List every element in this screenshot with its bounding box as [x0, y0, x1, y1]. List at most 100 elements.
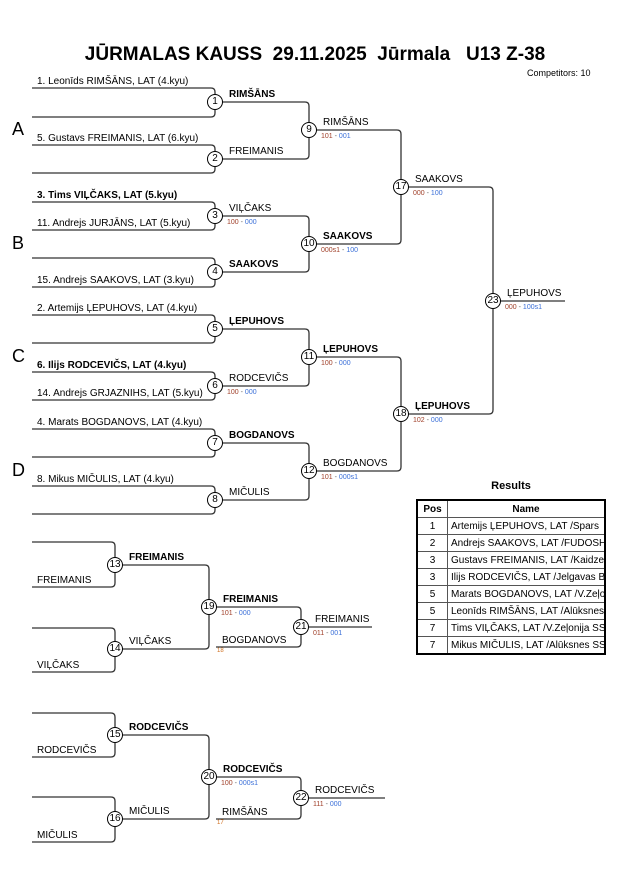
bracket-line-bottom [32, 337, 216, 344]
repechage-entry: RODCEVIČS [37, 745, 97, 756]
bracket-line-bottom [222, 479, 310, 501]
match-score: 102 - 000 [413, 417, 443, 425]
bracket-line-bottom [122, 785, 210, 820]
score-loser: 000s1 [338, 474, 358, 481]
bracket-line-bottom [32, 167, 216, 174]
match-number-circle: 15 [107, 727, 123, 743]
match-score: 000 - 100 [413, 190, 443, 198]
bracket-line-top [122, 564, 210, 599]
match-winner: ĻEPUHOVS [507, 288, 562, 299]
match-winner: BOGDANOVS [323, 458, 388, 469]
results-row: 2 Andrejs SAAKOVS, LAT /FUDOSHIN [416, 534, 606, 552]
score-winner: 011 [313, 630, 325, 637]
bracket-line-top [32, 144, 216, 151]
bracket-line-top [32, 371, 216, 378]
bracket-line-bottom [316, 422, 402, 472]
result-name: Mikus MIČULIS, LAT /Alūksnes SS [447, 636, 606, 655]
entry-name: 3. Tims VIĻČAKS, LAT (5.kyu) [37, 190, 178, 201]
score-loser: 100 [346, 247, 358, 254]
score-winner: 101 [321, 133, 333, 140]
bracket-line-top [32, 201, 216, 208]
bracket-line-bottom [222, 365, 310, 387]
entry-name: 1. Leonīds RIMŠĀNS, LAT (4.kyu) [37, 76, 189, 87]
score-loser: 000 [244, 219, 257, 226]
results-title: Results [491, 480, 531, 492]
score-loser: 000s1 [238, 780, 258, 787]
bracket-line-top [408, 186, 494, 293]
entry-name: 2. Artemijs ĻEPUHOVS, LAT (4.kyu) [37, 303, 198, 314]
bracket-line-top [32, 87, 216, 94]
score-loser: 000 [244, 389, 257, 396]
score-sep: - [516, 304, 523, 311]
match-number-circle: 17 [393, 179, 409, 195]
results-row: 7 Mikus MIČULIS, LAT /Alūksnes SS [416, 636, 606, 655]
result-pos: 3 [416, 568, 448, 586]
match-score: 000 - 100s1 [505, 304, 542, 312]
match-score: 101 - 001 [321, 133, 351, 141]
bracket-line-bottom [32, 394, 216, 401]
bracket-line-bottom [408, 309, 494, 415]
match-winner: FREIMANIS [229, 146, 284, 157]
score-winner: 100 [227, 389, 239, 396]
result-pos: 1 [416, 517, 448, 535]
match-number-circle: 10 [301, 236, 317, 252]
match-number-circle: 3 [207, 208, 223, 224]
match-number-circle: 21 [293, 619, 309, 635]
bracket-line-top [32, 712, 116, 727]
score-winner: 000 [505, 304, 517, 311]
bracket-line-top [222, 442, 310, 463]
match-score: 000s1 - 100 [321, 247, 358, 255]
bracket-line-bottom [32, 657, 116, 673]
bracket-line-top [316, 356, 402, 406]
bracket-line-top [222, 101, 310, 122]
bracket-line-top [32, 428, 216, 435]
repechage-entry: BOGDANOVS [222, 635, 287, 646]
match-winner: RIMŠĀNS [323, 117, 369, 128]
score-sep: - [332, 133, 339, 140]
bracket-line-top [222, 215, 310, 236]
match-winner: VIĻČAKS [229, 203, 272, 214]
match-winner: RODCEVIČS [129, 722, 189, 733]
match-score: 100 - 000 [227, 219, 257, 227]
match-score: 100 - 000s1 [221, 780, 258, 788]
bracket-line-bottom [216, 806, 302, 820]
bracket-line-bottom [32, 224, 216, 231]
match-score: 100 - 000 [321, 360, 351, 368]
result-pos: 7 [416, 619, 448, 637]
match-number-circle: 8 [207, 492, 223, 508]
match-number-circle: 13 [107, 557, 123, 573]
match-score: 101 - 000s1 [321, 474, 358, 482]
results-row: 1 Artemijs ĻEPUHOVS, LAT /Spars [416, 517, 606, 535]
bracket-line-bottom [32, 451, 216, 458]
match-winner: RODCEVIČS [315, 785, 375, 796]
results-row: 7 Tims VIĻČAKS, LAT /V.Zeļonija SS [416, 619, 606, 637]
match-number-circle: 9 [301, 122, 317, 138]
bracket-line-bottom [32, 573, 116, 588]
repechage-entry: MIČULIS [37, 830, 78, 841]
match-score: 101 - 000 [221, 610, 251, 618]
score-loser: 000 [238, 610, 251, 617]
bracket-line-bottom [316, 195, 402, 245]
bracket-line-bottom [216, 635, 302, 648]
result-pos: 2 [416, 534, 448, 552]
results-row: 5 Marats BOGDANOVS, LAT /V.Zeļonija [416, 585, 606, 603]
result-name: Artemijs ĻEPUHOVS, LAT /Spars [447, 517, 606, 535]
bracket-line-top [216, 776, 302, 790]
match-winner: VIĻČAKS [129, 636, 172, 647]
bracket-line-top [32, 541, 116, 557]
match-number-circle: 18 [393, 406, 409, 422]
entry-name: 14. Andrejs GRJAZNIHS, LAT (5.kyu) [37, 388, 203, 399]
bracket-line-top [32, 627, 116, 641]
source-match-ref: 17 [217, 820, 224, 826]
match-number-circle: 2 [207, 151, 223, 167]
pool-label: D [12, 460, 25, 480]
score-winner: 111 [313, 801, 324, 808]
bracket-line-top [32, 485, 216, 492]
bracket-line-bottom [222, 252, 310, 273]
repechage-entry: RIMŠĀNS [222, 807, 268, 818]
match-winner: MIČULIS [129, 806, 170, 817]
result-pos: 3 [416, 551, 448, 569]
score-sep: - [340, 247, 347, 254]
entry-name: 4. Marats BOGDANOVS, LAT (4.kyu) [37, 417, 203, 428]
results-row: 5 Leonīds RIMŠĀNS, LAT /Alūksnes SS [416, 602, 606, 620]
